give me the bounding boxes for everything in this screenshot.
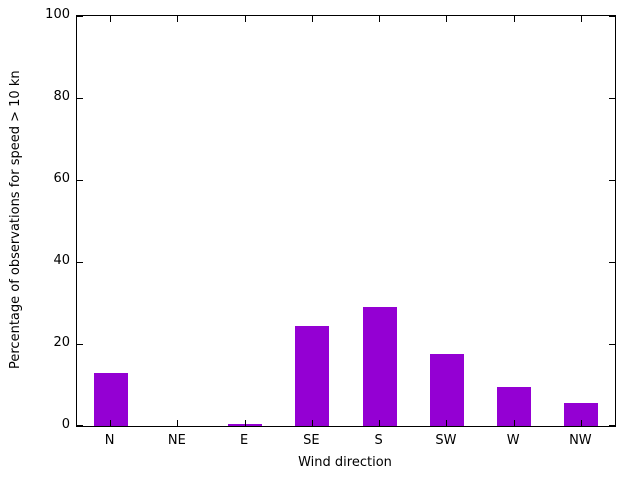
y-tick <box>609 425 615 426</box>
x-tick-label: N <box>104 433 115 448</box>
plot-area <box>76 15 616 427</box>
x-tick <box>446 16 448 22</box>
bar-w <box>497 387 532 426</box>
x-tick <box>379 16 381 22</box>
y-tick-label: 60 <box>53 171 70 186</box>
x-tick <box>110 16 112 22</box>
y-tick <box>77 16 83 17</box>
y-tick-label: 80 <box>53 89 70 104</box>
y-tick <box>609 343 615 345</box>
x-tick <box>110 420 112 426</box>
y-tick <box>609 261 615 263</box>
x-tick-label: W <box>506 433 520 448</box>
y-tick-label: 0 <box>61 417 70 432</box>
bar-s <box>362 307 397 426</box>
x-tick <box>446 420 448 426</box>
x-tick-label: NE <box>167 433 186 448</box>
x-tick-label: E <box>240 433 249 448</box>
y-tick <box>77 343 83 345</box>
bar-se <box>295 325 330 426</box>
x-axis-tick-labels: N NE E SE S SW W NW <box>76 433 614 451</box>
y-tick <box>77 261 83 263</box>
x-tick <box>311 16 313 22</box>
y-tick-label: 100 <box>45 7 70 22</box>
x-tick <box>311 420 313 426</box>
y-tick-label: 40 <box>53 253 70 268</box>
x-tick <box>513 420 515 426</box>
x-tick <box>513 16 515 22</box>
bar-nw <box>564 403 599 426</box>
y-tick <box>609 179 615 181</box>
x-tick <box>244 420 246 426</box>
x-tick <box>244 16 246 22</box>
x-tick <box>177 420 179 426</box>
bar-n <box>93 372 128 426</box>
bar-sw <box>429 354 464 426</box>
x-tick <box>177 16 179 22</box>
y-tick <box>77 97 83 99</box>
y-tick <box>609 97 615 99</box>
x-tick <box>580 420 582 426</box>
x-tick-label: SE <box>303 433 320 448</box>
x-tick-label: NW <box>569 433 592 448</box>
x-axis-label: Wind direction <box>298 455 392 470</box>
y-tick <box>609 16 615 17</box>
x-tick-label: SW <box>435 433 457 448</box>
y-tick <box>77 425 83 426</box>
y-axis-label: Percentage of observations for speed > 1… <box>8 70 23 370</box>
x-tick <box>580 16 582 22</box>
y-axis-tick-labels: 0 20 40 60 80 100 <box>36 7 70 432</box>
y-tick-label: 20 <box>53 335 70 350</box>
x-tick <box>379 420 381 426</box>
x-tick-label: S <box>374 433 383 448</box>
y-tick <box>77 179 83 181</box>
